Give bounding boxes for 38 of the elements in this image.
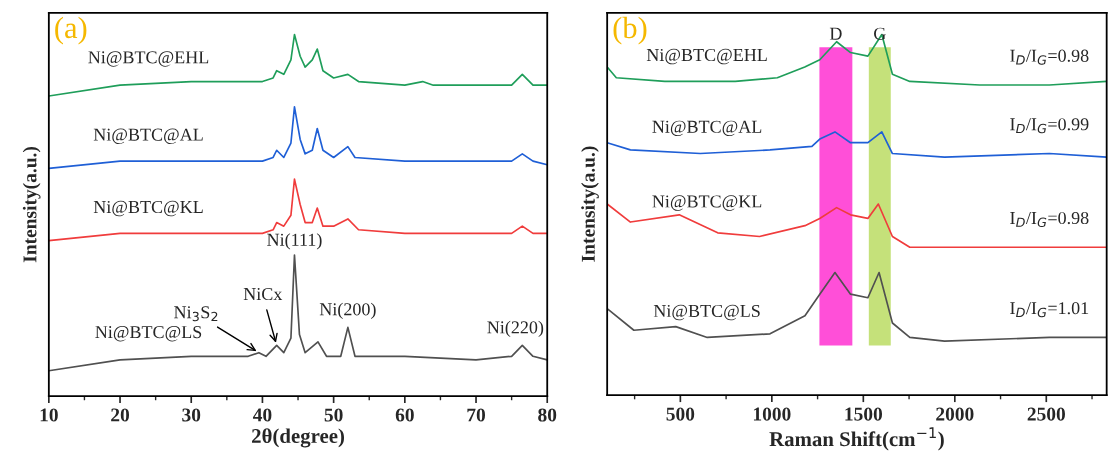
series-label: Ni@BTC@KL — [93, 200, 203, 217]
annotation: I$_{D}$/I$_{G}$=0.99 — [1010, 118, 1089, 134]
annotation: (a) — [55, 16, 87, 45]
x-tick-label: 500 — [666, 407, 695, 421]
x-tick-label: 30 — [182, 408, 201, 422]
y-axis-title: Intensity(a.u.) — [581, 146, 599, 262]
x-axis-title: 2θ(degree) — [252, 428, 345, 448]
series-label: Ni@BTC@KL — [652, 195, 762, 211]
series-label: Ni@BTC@AL — [93, 128, 203, 145]
annotation: Ni(200) — [319, 302, 376, 320]
x-tick-label: 2000 — [936, 407, 974, 421]
x-tick-label: 1000 — [753, 407, 791, 421]
x-tick-label: 70 — [467, 408, 486, 422]
x-tick-label: 10 — [40, 408, 58, 422]
x-tick-label: 80 — [538, 408, 557, 422]
annotation: Ni(111) — [267, 233, 322, 250]
x-tick-label: 2500 — [1027, 407, 1065, 421]
x-tick-label: 1500 — [845, 407, 883, 421]
annotation: Ni$_{3}$S$_{2}$ — [174, 306, 218, 322]
annotation: (b) — [613, 16, 647, 45]
band-label: G — [874, 27, 886, 40]
annotation: Ni(220) — [487, 320, 544, 338]
x-tick-label: 50 — [324, 408, 343, 422]
x-tick-label: 60 — [395, 408, 414, 422]
annotation: NiCx — [243, 287, 283, 301]
band-label: D — [829, 27, 842, 40]
series-label: Ni@BTC@LS — [653, 304, 760, 321]
annotation: I$_{D}$/I$_{G}$=0.98 — [1010, 211, 1089, 228]
series-label: Ni@BTC@AL — [652, 120, 762, 137]
annotation: I$_{D}$/I$_{G}$=0.98 — [1010, 49, 1089, 65]
y-axis-title: Intensity(a.u.) — [22, 146, 41, 263]
x-axis-title: Raman Shift(cm$^{−1}$) — [769, 427, 944, 451]
series-label: Ni@BTC@EHL — [646, 48, 767, 65]
annotation: I$_{D}$/I$_{G}$=1.01 — [1010, 302, 1089, 318]
x-tick-label: 40 — [252, 408, 272, 422]
x-tick-label: 20 — [111, 408, 130, 422]
series-label: Ni@BTC@LS — [95, 325, 202, 342]
series-label: Ni@BTC@EHL — [88, 51, 209, 67]
